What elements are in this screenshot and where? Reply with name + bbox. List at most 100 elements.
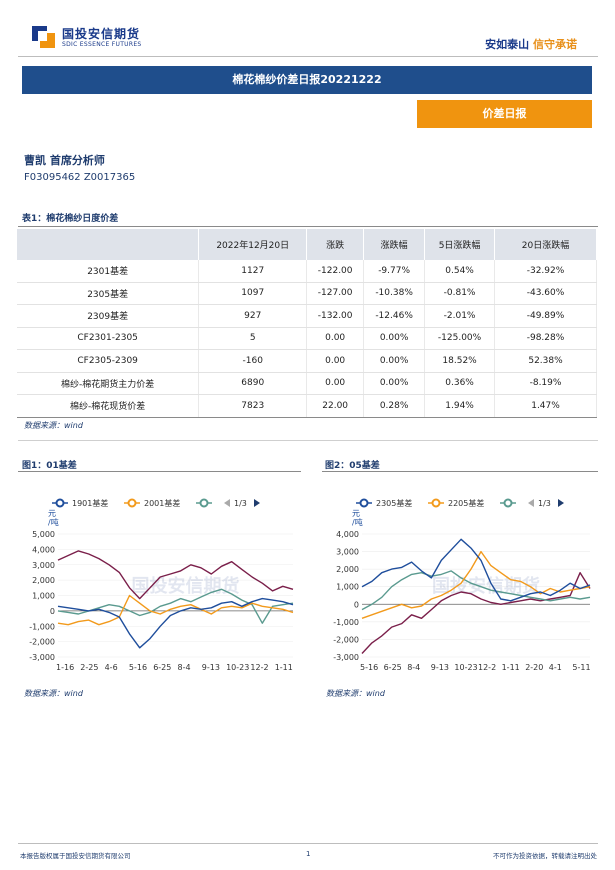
watermark-text: 国投安信期货 xyxy=(132,575,240,597)
table-cell: -49.89% xyxy=(494,304,597,328)
figure2-title-rule xyxy=(322,471,598,472)
x-tick-label: 8-4 xyxy=(407,663,420,672)
table-header-cell: 5日涨跌幅 xyxy=(424,229,496,260)
series-line-4 xyxy=(57,550,294,600)
table-cell: 0.36% xyxy=(424,372,496,395)
y-tick-label: 4,000 xyxy=(32,545,55,554)
company-name-en: SDIC ESSENCE FUTURES xyxy=(62,41,142,48)
spread-table: 2022年12月20日 涨跌 涨跌幅 5日涨跌幅 20日涨跌幅 2301基差 11… xyxy=(17,229,597,418)
table-cell: 2305基差 xyxy=(17,282,200,305)
x-tick-label: 9-13 xyxy=(431,663,449,672)
table-cell: 1097 xyxy=(198,282,308,305)
y-tick-label: -2,000 xyxy=(333,635,359,644)
slogan-part-b: 信守承诺 xyxy=(533,38,577,51)
y-axis-unit: 元 xyxy=(352,509,360,518)
table-cell: 棉纱-棉花期货主力价差 xyxy=(17,372,200,395)
y-tick-label: 3,000 xyxy=(32,561,55,570)
table-cell: 0.00 xyxy=(306,349,365,373)
legend-label: 1901基差 xyxy=(72,498,108,508)
figure2-title: 图2：05基差 xyxy=(325,461,380,471)
y-tick-label: 0 xyxy=(354,600,359,609)
legend-marker-1 xyxy=(359,498,369,508)
table-cell: 0.00% xyxy=(363,372,426,395)
legend-label: 2001基差 xyxy=(144,498,180,508)
legend-marker-3 xyxy=(503,498,513,508)
legend-marker-1 xyxy=(55,498,65,508)
table-cell: 0.00% xyxy=(363,349,426,373)
table-cell: 6890 xyxy=(198,372,308,395)
x-tick-label: 1-11 xyxy=(502,663,520,672)
y-tick-label: 2,000 xyxy=(32,576,55,585)
table-cell: 1.47% xyxy=(494,394,597,418)
table-cell: 2309基差 xyxy=(17,304,200,328)
x-tick-label: 9-13 xyxy=(202,663,220,672)
x-tick-label: 1-11 xyxy=(275,663,293,672)
x-tick-label: 5-16 xyxy=(360,663,378,672)
table-cell: 927 xyxy=(198,304,308,328)
table-row: 2301基差 1127 -122.00 -9.77% 0.54% -32.92% xyxy=(17,260,597,283)
table-cell: 0.00 xyxy=(306,372,365,395)
table-cell: -43.60% xyxy=(494,282,597,305)
series-line-3 xyxy=(57,588,294,624)
y-tick-label: -3,000 xyxy=(29,653,55,662)
series-line-3 xyxy=(361,570,591,611)
y-tick-label: 1,000 xyxy=(336,583,359,592)
table-header-cell: 涨跌 xyxy=(306,229,365,260)
section-divider xyxy=(18,440,598,441)
x-tick-label: 6-25 xyxy=(153,663,171,672)
table-cell: 0.00 xyxy=(306,327,365,350)
x-tick-label: 4-6 xyxy=(105,663,118,672)
footer-copyright: 本报告版权属于国投安信期货有限公司 xyxy=(20,852,131,860)
table-cell: -122.00 xyxy=(306,260,365,283)
table-cell: -2.01% xyxy=(424,304,496,328)
series-line-4 xyxy=(361,571,591,654)
watermark-text: 国投安信期货 xyxy=(432,575,540,597)
x-tick-label: 1-16 xyxy=(56,663,74,672)
table-cell: -0.81% xyxy=(424,282,496,305)
company-logo-icon xyxy=(32,26,55,48)
table-row: 2309基差 927 -132.00 -12.46% -2.01% -49.89% xyxy=(17,304,597,328)
y-axis-unit: 元 xyxy=(48,509,56,518)
x-tick-label: 5-11 xyxy=(572,663,590,672)
figure2-chart: 2305基差 2205基差 1/3 元/吨 4,000 3,000 2,000 1,000 0 -… xyxy=(333,498,591,672)
table-header-cell: 涨跌幅 xyxy=(363,229,426,260)
legend-prev-icon[interactable] xyxy=(224,499,230,507)
x-tick-label: 12-2 xyxy=(478,663,496,672)
y-tick-label: -3,000 xyxy=(333,653,359,662)
table-source: 数据来源：wind xyxy=(24,421,83,430)
table-cell: -12.46% xyxy=(363,304,426,328)
author-name: 曹凯 首席分析师 xyxy=(24,154,105,167)
table-row: 棉纱-棉花现货价差 7823 22.00 0.28% 1.94% 1.47% xyxy=(17,394,597,418)
x-tick-label: 12-2 xyxy=(250,663,268,672)
table-cell: -160 xyxy=(198,349,308,373)
footer-disclaimer: 不可作为投资依据，转载请注明出处 xyxy=(493,852,597,860)
legend-next-icon[interactable] xyxy=(558,499,564,507)
table-cell: -98.28% xyxy=(494,327,597,350)
x-tick-label: 2-25 xyxy=(80,663,98,672)
legend-next-icon[interactable] xyxy=(254,499,260,507)
table-cell: 1127 xyxy=(198,260,308,283)
author-certificate: F03095462 Z0017365 xyxy=(24,172,136,183)
figure1-chart: 1901基差 2001基差 1/3 元/吨 5,000 4,000 3,000 2,000 1,… xyxy=(29,498,294,672)
table-cell: 22.00 xyxy=(306,394,365,418)
chart-legend[interactable]: 1901基差 2001基差 xyxy=(52,498,212,508)
table-cell: 7823 xyxy=(198,394,308,418)
report-type-tag: 价差日报 xyxy=(417,100,592,128)
chart-legend[interactable]: 2305基差 2205基差 xyxy=(356,498,516,508)
table-cell: 52.38% xyxy=(494,349,597,373)
table-cell: 2301基差 xyxy=(17,260,200,283)
slogan: 安如泰山 信守承诺 xyxy=(485,36,577,52)
table-cell: 5 xyxy=(198,327,308,350)
y-axis-unit-2: /吨 xyxy=(48,517,59,527)
table-cell: 1.94% xyxy=(424,394,496,418)
table-cell: 0.00% xyxy=(363,327,426,350)
table-cell: 0.54% xyxy=(424,260,496,283)
x-tick-label: 10-23 xyxy=(226,663,249,672)
y-tick-label: 3,000 xyxy=(336,548,359,557)
table-header-cell: 20日涨跌幅 xyxy=(494,229,597,260)
table-cell: -10.38% xyxy=(363,282,426,305)
legend-prev-icon[interactable] xyxy=(528,499,534,507)
x-tick-label: 4-1 xyxy=(549,663,562,672)
legend-marker-2 xyxy=(431,498,441,508)
x-tick-label: 2-20 xyxy=(525,663,543,672)
